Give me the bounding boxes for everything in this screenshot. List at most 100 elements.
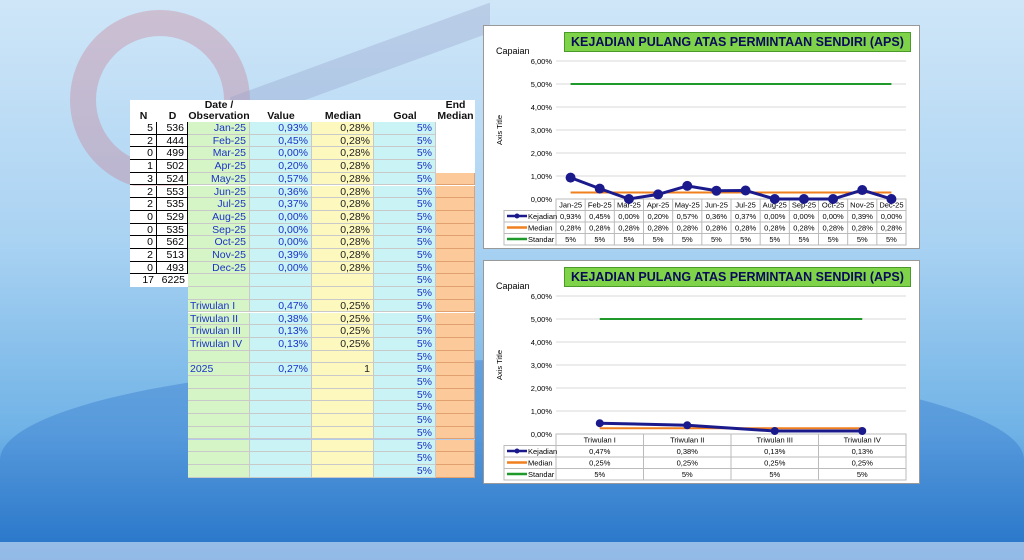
value-cell[interactable]: 0,57%: [250, 172, 312, 186]
median-cell[interactable]: [312, 287, 374, 300]
d-cell[interactable]: 524: [157, 172, 188, 186]
end-median-cell[interactable]: [436, 414, 475, 427]
end-median-cell[interactable]: [436, 172, 475, 186]
n-cell[interactable]: 5: [130, 122, 157, 135]
d-cell[interactable]: 529: [157, 210, 188, 224]
date-cell[interactable]: Jul-25: [188, 198, 250, 211]
date-cell[interactable]: Sep-25: [188, 223, 250, 237]
end-median-cell[interactable]: [436, 147, 475, 161]
date-cell[interactable]: [188, 376, 250, 389]
d-cell[interactable]: 502: [157, 160, 188, 173]
goal-cell[interactable]: 5%: [374, 325, 436, 338]
median-cell[interactable]: 0,28%: [312, 172, 374, 186]
end-median-cell[interactable]: [436, 185, 475, 199]
goal-cell[interactable]: 5%: [374, 134, 436, 148]
median-cell[interactable]: 1: [312, 363, 374, 376]
n-cell[interactable]: 2: [130, 198, 157, 211]
date-cell[interactable]: [188, 401, 250, 415]
quarter-label-cell[interactable]: Triwulan III: [188, 325, 250, 338]
n-cell[interactable]: 2: [130, 134, 157, 148]
quarter-label-cell[interactable]: Triwulan I: [188, 299, 250, 313]
goal-cell[interactable]: 5%: [374, 160, 436, 173]
goal-cell[interactable]: 5%: [374, 439, 436, 453]
median-cell[interactable]: 0,28%: [312, 198, 374, 211]
goal-cell[interactable]: 5%: [374, 452, 436, 465]
goal-cell[interactable]: 5%: [374, 414, 436, 427]
n-cell[interactable]: 1: [130, 160, 157, 173]
date-cell[interactable]: [188, 287, 250, 300]
end-median-cell[interactable]: [436, 287, 475, 300]
median-cell[interactable]: [312, 350, 374, 364]
value-cell[interactable]: 0,36%: [250, 185, 312, 199]
end-median-cell[interactable]: [436, 312, 475, 326]
end-median-cell[interactable]: [436, 363, 475, 376]
goal-cell[interactable]: 5%: [374, 464, 436, 478]
goal-cell[interactable]: 5%: [374, 185, 436, 199]
date-cell[interactable]: [188, 388, 250, 402]
date-cell[interactable]: Jan-25: [188, 122, 250, 135]
n-cell[interactable]: 0: [130, 261, 157, 275]
end-median-cell[interactable]: [436, 210, 475, 224]
value-cell[interactable]: [250, 287, 312, 300]
d-cell[interactable]: 499: [157, 147, 188, 161]
value-cell[interactable]: 0,00%: [250, 223, 312, 237]
end-median-cell[interactable]: [436, 236, 475, 249]
date-cell[interactable]: May-25: [188, 172, 250, 186]
date-cell[interactable]: [188, 464, 250, 478]
date-cell[interactable]: Feb-25: [188, 134, 250, 148]
date-cell[interactable]: Aug-25: [188, 210, 250, 224]
median-cell[interactable]: 0,28%: [312, 160, 374, 173]
median-cell[interactable]: [312, 274, 374, 288]
end-median-cell[interactable]: [436, 261, 475, 275]
end-median-cell[interactable]: [436, 388, 475, 402]
goal-cell[interactable]: 5%: [374, 249, 436, 262]
value-cell[interactable]: [250, 439, 312, 453]
goal-cell[interactable]: 5%: [374, 350, 436, 364]
quarter-label-cell[interactable]: Triwulan IV: [188, 337, 250, 351]
end-median-cell[interactable]: [436, 223, 475, 237]
goal-cell[interactable]: 5%: [374, 147, 436, 161]
value-cell[interactable]: 0,37%: [250, 198, 312, 211]
goal-cell[interactable]: 5%: [374, 274, 436, 288]
d-cell[interactable]: 536: [157, 122, 188, 135]
goal-cell[interactable]: 5%: [374, 299, 436, 313]
end-median-cell[interactable]: [436, 464, 475, 478]
value-cell[interactable]: 0,00%: [250, 261, 312, 275]
date-cell[interactable]: Dec-25: [188, 261, 250, 275]
value-cell[interactable]: 0,13%: [250, 325, 312, 338]
goal-cell[interactable]: 5%: [374, 261, 436, 275]
value-cell[interactable]: 0,39%: [250, 249, 312, 262]
median-cell[interactable]: 0,28%: [312, 122, 374, 135]
date-cell[interactable]: Jun-25: [188, 185, 250, 199]
value-cell[interactable]: [250, 414, 312, 427]
d-cell[interactable]: 535: [157, 223, 188, 237]
n-cell[interactable]: 2: [130, 249, 157, 262]
goal-cell[interactable]: 5%: [374, 122, 436, 135]
median-cell[interactable]: 0,28%: [312, 210, 374, 224]
end-median-cell[interactable]: [436, 160, 475, 173]
value-cell[interactable]: 0,13%: [250, 337, 312, 351]
median-cell[interactable]: 0,28%: [312, 185, 374, 199]
value-cell[interactable]: 0,00%: [250, 236, 312, 249]
median-cell[interactable]: 0,28%: [312, 236, 374, 249]
end-median-cell[interactable]: [436, 376, 475, 389]
median-cell[interactable]: 0,25%: [312, 337, 374, 351]
median-cell[interactable]: 0,28%: [312, 147, 374, 161]
median-cell[interactable]: [312, 376, 374, 389]
end-median-cell[interactable]: [436, 439, 475, 453]
d-cell[interactable]: 444: [157, 134, 188, 148]
n-cell[interactable]: 3: [130, 172, 157, 186]
value-cell[interactable]: 0,38%: [250, 312, 312, 326]
end-median-cell[interactable]: [436, 299, 475, 313]
d-cell[interactable]: 493: [157, 261, 188, 275]
goal-cell[interactable]: 5%: [374, 236, 436, 249]
end-median-cell[interactable]: [436, 452, 475, 465]
value-cell[interactable]: 0,20%: [250, 160, 312, 173]
end-median-cell[interactable]: [436, 325, 475, 338]
end-median-cell[interactable]: [436, 337, 475, 351]
value-cell[interactable]: 0,93%: [250, 122, 312, 135]
median-cell[interactable]: [312, 388, 374, 402]
value-cell[interactable]: 0,00%: [250, 147, 312, 161]
median-cell[interactable]: 0,28%: [312, 134, 374, 148]
median-cell[interactable]: 0,28%: [312, 261, 374, 275]
